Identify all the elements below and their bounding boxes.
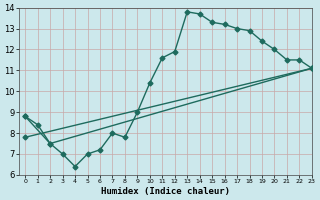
X-axis label: Humidex (Indice chaleur): Humidex (Indice chaleur) bbox=[101, 187, 230, 196]
